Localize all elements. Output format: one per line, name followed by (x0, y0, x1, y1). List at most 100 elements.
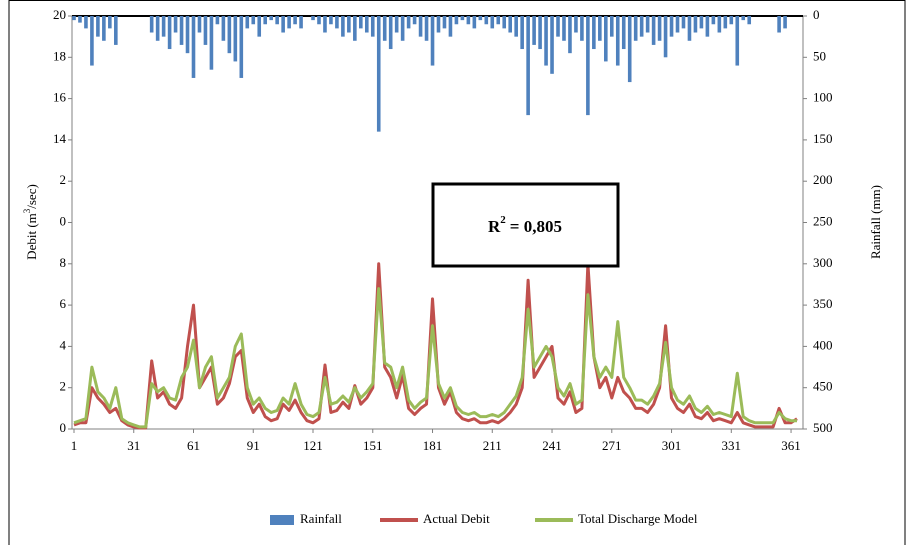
rainfall-bar (460, 16, 465, 21)
annotation-part: = 0,805 (510, 217, 562, 236)
rainfall-bar (311, 16, 315, 21)
rainfall-bar (155, 16, 160, 41)
annotation-sup: 2 (500, 214, 506, 226)
rainfall-bar (472, 16, 477, 29)
rainfall-bar (514, 16, 518, 37)
rainfall-bar (215, 16, 220, 25)
rainfall-bar (568, 16, 572, 54)
rainfall-bar (72, 16, 76, 21)
rainfall-bar (687, 16, 692, 41)
y2-tick-label: 250 (813, 213, 833, 228)
rainfall-bar (185, 16, 190, 54)
rainfall-bar (466, 16, 471, 25)
rainfall-bar (96, 16, 100, 37)
y-axis-label: Debit (m3/sec) (22, 184, 39, 260)
y-tick-label: 4 (60, 337, 67, 352)
rainfall-bar (394, 16, 399, 33)
x-tick-label: 211 (483, 438, 502, 453)
x-tick-label: 331 (722, 438, 742, 453)
rainfall-bar (161, 16, 166, 37)
y2-axis-label: Rainfall (mm) (868, 185, 883, 259)
rainfall-bar (227, 16, 232, 54)
rainfall-bar (114, 16, 118, 45)
rainfall-bar (84, 16, 88, 29)
rainfall-bar (233, 16, 238, 62)
rainfall-bar (191, 16, 196, 78)
rainfall-bar (299, 16, 303, 29)
rainfall-bar (293, 16, 297, 25)
y-tick-label: 6 (60, 296, 67, 311)
rainfall-bar (400, 16, 405, 41)
rainfall-bar (317, 16, 321, 25)
rainfall-bar (693, 16, 698, 33)
y2-tick-label: 350 (813, 296, 833, 311)
rainfall-bar (287, 16, 291, 29)
y2-tick-label: 0 (813, 7, 820, 22)
y-tick-label: 8 (60, 255, 67, 270)
rainfall-bar (496, 16, 501, 25)
rainfall-bar (717, 16, 722, 33)
x-tick-label: 301 (662, 438, 682, 453)
y-tick-label: 0 (60, 213, 67, 228)
rainfall-bar (532, 16, 536, 45)
rainfall-bar (370, 16, 375, 37)
rainfall-bar (281, 16, 285, 33)
y-tick-label: 20 (53, 7, 66, 22)
rainfall-bar (574, 16, 578, 33)
y-tick-label: 0 (60, 420, 67, 435)
rainfall-bar (783, 16, 787, 29)
rainfall-bar (90, 16, 94, 66)
x-tick-label: 1 (71, 438, 78, 453)
y-tick-label: 18 (53, 48, 66, 63)
rainfall-bar (263, 16, 268, 25)
y-label-part: Debit (m (24, 213, 39, 260)
rainfall-bar (359, 16, 363, 29)
y2-tick-label: 50 (813, 48, 826, 63)
rainfall-bar (723, 16, 728, 29)
rainfall-bar (741, 16, 746, 21)
rainfall-bar (526, 16, 530, 116)
rainfall-bar (669, 16, 674, 37)
rainfall-bar (747, 16, 752, 25)
y-tick-label: 14 (53, 131, 67, 146)
rainfall-bar (592, 16, 596, 50)
rainfall-bar (657, 16, 662, 41)
y2-tick-label: 150 (813, 131, 833, 146)
rainfall-bar (406, 16, 411, 29)
rainfall-bar (502, 16, 507, 29)
rainfall-bar (777, 16, 781, 33)
x-tick-label: 361 (781, 438, 801, 453)
annotation-part: R (488, 217, 501, 236)
rainfall-bar (197, 16, 202, 33)
rainfall-bar (382, 16, 387, 41)
rainfall-bar (412, 16, 417, 25)
rainfall-bar (478, 16, 483, 21)
rainfall-bar (508, 16, 513, 33)
x-tick-label: 181 (423, 438, 443, 453)
rainfall-bar (257, 16, 262, 37)
x-tick-label: 121 (303, 438, 323, 453)
rainfall-bar (239, 16, 244, 78)
rainfall-bar (418, 16, 423, 37)
rainfall-bar (621, 16, 626, 50)
y2-tick-label: 400 (813, 337, 833, 352)
annotation: R2 = 0,805 (488, 214, 562, 236)
rainfall-bar (454, 16, 459, 25)
rainfall-bar (699, 16, 704, 29)
rainfall-bar (245, 16, 250, 29)
rainfall-bar (627, 16, 632, 83)
rainfall-bar (323, 16, 327, 33)
rainfall-bar (556, 16, 560, 37)
y-tick-label: 2 (60, 172, 67, 187)
x-tick-label: 61 (187, 438, 200, 453)
y2-tick-label: 500 (813, 420, 833, 435)
rainfall-bar (705, 16, 710, 37)
rainfall-bar (639, 16, 644, 37)
y-label-part: /sec) (24, 184, 39, 209)
rainfall-bar (436, 16, 441, 33)
legend-label: Actual Debit (423, 511, 490, 526)
legend-label: Rainfall (300, 511, 342, 526)
rainfall-bar (209, 16, 214, 70)
rainfall-bar (490, 16, 495, 29)
